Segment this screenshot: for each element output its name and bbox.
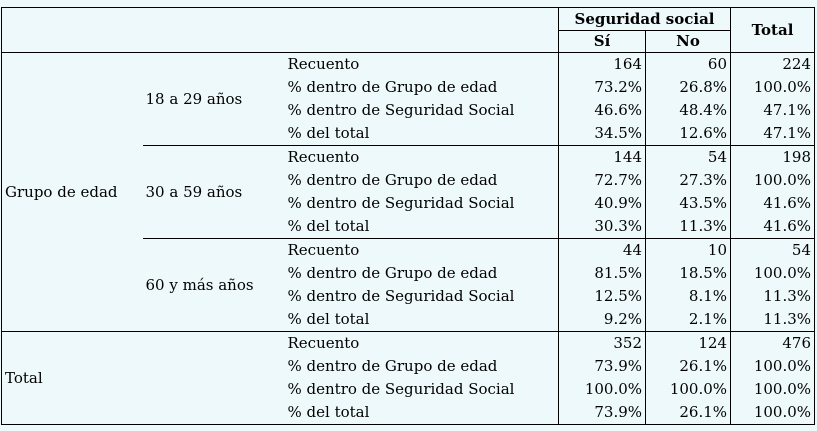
cell-si: 100.0% — [558, 378, 647, 401]
cell-no: 12.6% — [645, 122, 732, 146]
cell-total: 11.3% — [730, 308, 816, 332]
cell-no: 54 — [645, 145, 732, 169]
cell-no: 26.1% — [645, 401, 732, 425]
cell-total: 100.0% — [730, 355, 816, 378]
statistic-label: Recuento — [284, 52, 559, 76]
statistic-label: % dentro de Grupo de edad — [287, 171, 498, 189]
table-row: % dentro de Seguridad Social 12.5% 8.1% 11.… — [2, 285, 816, 308]
table-row: 60 y más años Recuento 44 10 54 — [2, 238, 816, 332]
cell-no: 11.3% — [645, 215, 732, 239]
cell-total: 100.0% — [730, 262, 816, 285]
cell-no: 60 — [645, 52, 732, 76]
table-row: % dentro de Seguridad Social 100.0% 100.0%… — [2, 378, 816, 401]
cell-si: 30.3% — [558, 215, 647, 239]
cell-si: 81.5% — [558, 262, 647, 285]
statistic-label: % dentro de Grupo de edad — [287, 78, 498, 96]
cell-si: 73.9% — [558, 401, 647, 425]
cell-total: 41.6% — [730, 215, 816, 239]
cell-total: 198 — [730, 145, 816, 169]
table-row: % del total 9.2% 2.1% 11.3% — [2, 308, 816, 332]
crosstab-body: Grupo de edad 18 a 29 años Recuento 164 60 22… — [1, 52, 816, 425]
table-row: 30 a 59 años Recuento 144 54 198 — [2, 145, 816, 239]
cell-no: 100.0% — [645, 378, 732, 401]
statistic-label: % del total — [287, 217, 370, 235]
age-group-label: 18 a 29 años — [142, 52, 285, 146]
cell-total: 100.0% — [730, 401, 816, 425]
row-group-label: Grupo de edad — [1, 52, 143, 332]
cell-no: 43.5% — [645, 192, 732, 215]
statistic-label: % del total — [287, 124, 370, 142]
cell-total: 41.6% — [730, 192, 816, 215]
age-group-label: 60 y más años — [142, 238, 285, 332]
cell-total: 100.0% — [730, 169, 816, 192]
table-row: % dentro de Grupo de edad 81.5% 18.5% 100.0… — [2, 262, 816, 285]
crosstab-table: Seguridad social Total Sí No Grupo de ed… — [0, 7, 816, 425]
crosstab-container: Seguridad social Total Sí No Grupo de ed… — [0, 7, 816, 425]
statistic-label: Recuento — [284, 238, 559, 262]
header-col-no: No — [645, 30, 732, 53]
cell-total: 54 — [730, 238, 816, 262]
statistic-label: % dentro de Seguridad Social — [287, 287, 515, 305]
statistic-label: % dentro de Seguridad Social — [287, 194, 515, 212]
cell-total: 47.1% — [730, 122, 816, 146]
table-row: Total Recuento 352 124 476 — [1, 331, 816, 425]
cell-si: 164 — [558, 52, 647, 76]
cell-no: 8.1% — [645, 285, 732, 308]
total-row-label: Total — [1, 331, 285, 425]
cell-total: 47.1% — [730, 99, 816, 122]
cell-si: 46.6% — [558, 99, 647, 122]
header-blank-corner — [0, 7, 560, 53]
statistic-label: % dentro de Seguridad Social — [287, 380, 515, 398]
cell-si: 72.7% — [558, 169, 647, 192]
cell-total: 476 — [730, 331, 816, 355]
cell-total: 224 — [730, 52, 816, 76]
cell-si: 73.9% — [558, 355, 647, 378]
cell-si: 352 — [558, 331, 647, 355]
table-row: % dentro de Grupo de edad 73.2% 26.8% 100.0… — [2, 76, 816, 99]
header-total: Total — [730, 7, 816, 53]
cell-si: 12.5% — [558, 285, 647, 308]
cell-no: 27.3% — [645, 169, 732, 192]
cell-no: 18.5% — [645, 262, 732, 285]
header-row-1: Seguridad social Total — [0, 7, 816, 53]
table-row: % del total 34.5% 12.6% 47.1% — [2, 122, 816, 146]
cell-si: 73.2% — [558, 76, 647, 99]
cell-total: 100.0% — [730, 378, 816, 401]
cell-si: 144 — [558, 145, 647, 169]
table-row: Grupo de edad 18 a 29 años Recuento 164 60 22… — [1, 52, 816, 332]
statistic-label: Recuento — [284, 145, 559, 169]
cell-si: 44 — [558, 238, 647, 262]
table-row: % dentro de Grupo de edad 72.7% 27.3% 100.0… — [2, 169, 816, 192]
age-group-label: 30 a 59 años — [142, 145, 285, 239]
cell-total: 100.0% — [730, 76, 816, 99]
statistic-label: Recuento — [284, 331, 559, 355]
cell-si: 40.9% — [558, 192, 647, 215]
table-row: % dentro de Seguridad Social 46.6% 48.4% 47… — [2, 99, 816, 122]
cell-no: 26.8% — [645, 76, 732, 99]
table-row: % del total 30.3% 11.3% 41.6% — [2, 215, 816, 239]
statistic-label: % dentro de Seguridad Social — [287, 101, 515, 119]
table-row: % dentro de Grupo de edad 73.9% 26.1% 100.0… — [2, 355, 816, 378]
cell-no: 124 — [645, 331, 732, 355]
header-seguridad-social: Seguridad social — [558, 7, 732, 31]
cell-no: 48.4% — [645, 99, 732, 122]
statistic-label: % del total — [287, 310, 370, 328]
cell-total: 11.3% — [730, 285, 816, 308]
table-row: % dentro de Seguridad Social 40.9% 43.5% 41… — [2, 192, 816, 215]
cell-no: 26.1% — [645, 355, 732, 378]
statistic-label: % dentro de Grupo de edad — [287, 357, 498, 375]
header-col-si: Sí — [558, 30, 647, 53]
cell-no: 2.1% — [645, 308, 732, 332]
table-row: % del total 73.9% 26.1% 100.0% — [2, 401, 816, 425]
cell-no: 10 — [645, 238, 732, 262]
statistic-label: % del total — [284, 401, 559, 425]
header-row-2: Sí No — [2, 30, 815, 53]
cell-si: 34.5% — [558, 122, 647, 146]
statistic-label: % dentro de Grupo de edad — [287, 264, 498, 282]
cell-si: 9.2% — [558, 308, 647, 332]
